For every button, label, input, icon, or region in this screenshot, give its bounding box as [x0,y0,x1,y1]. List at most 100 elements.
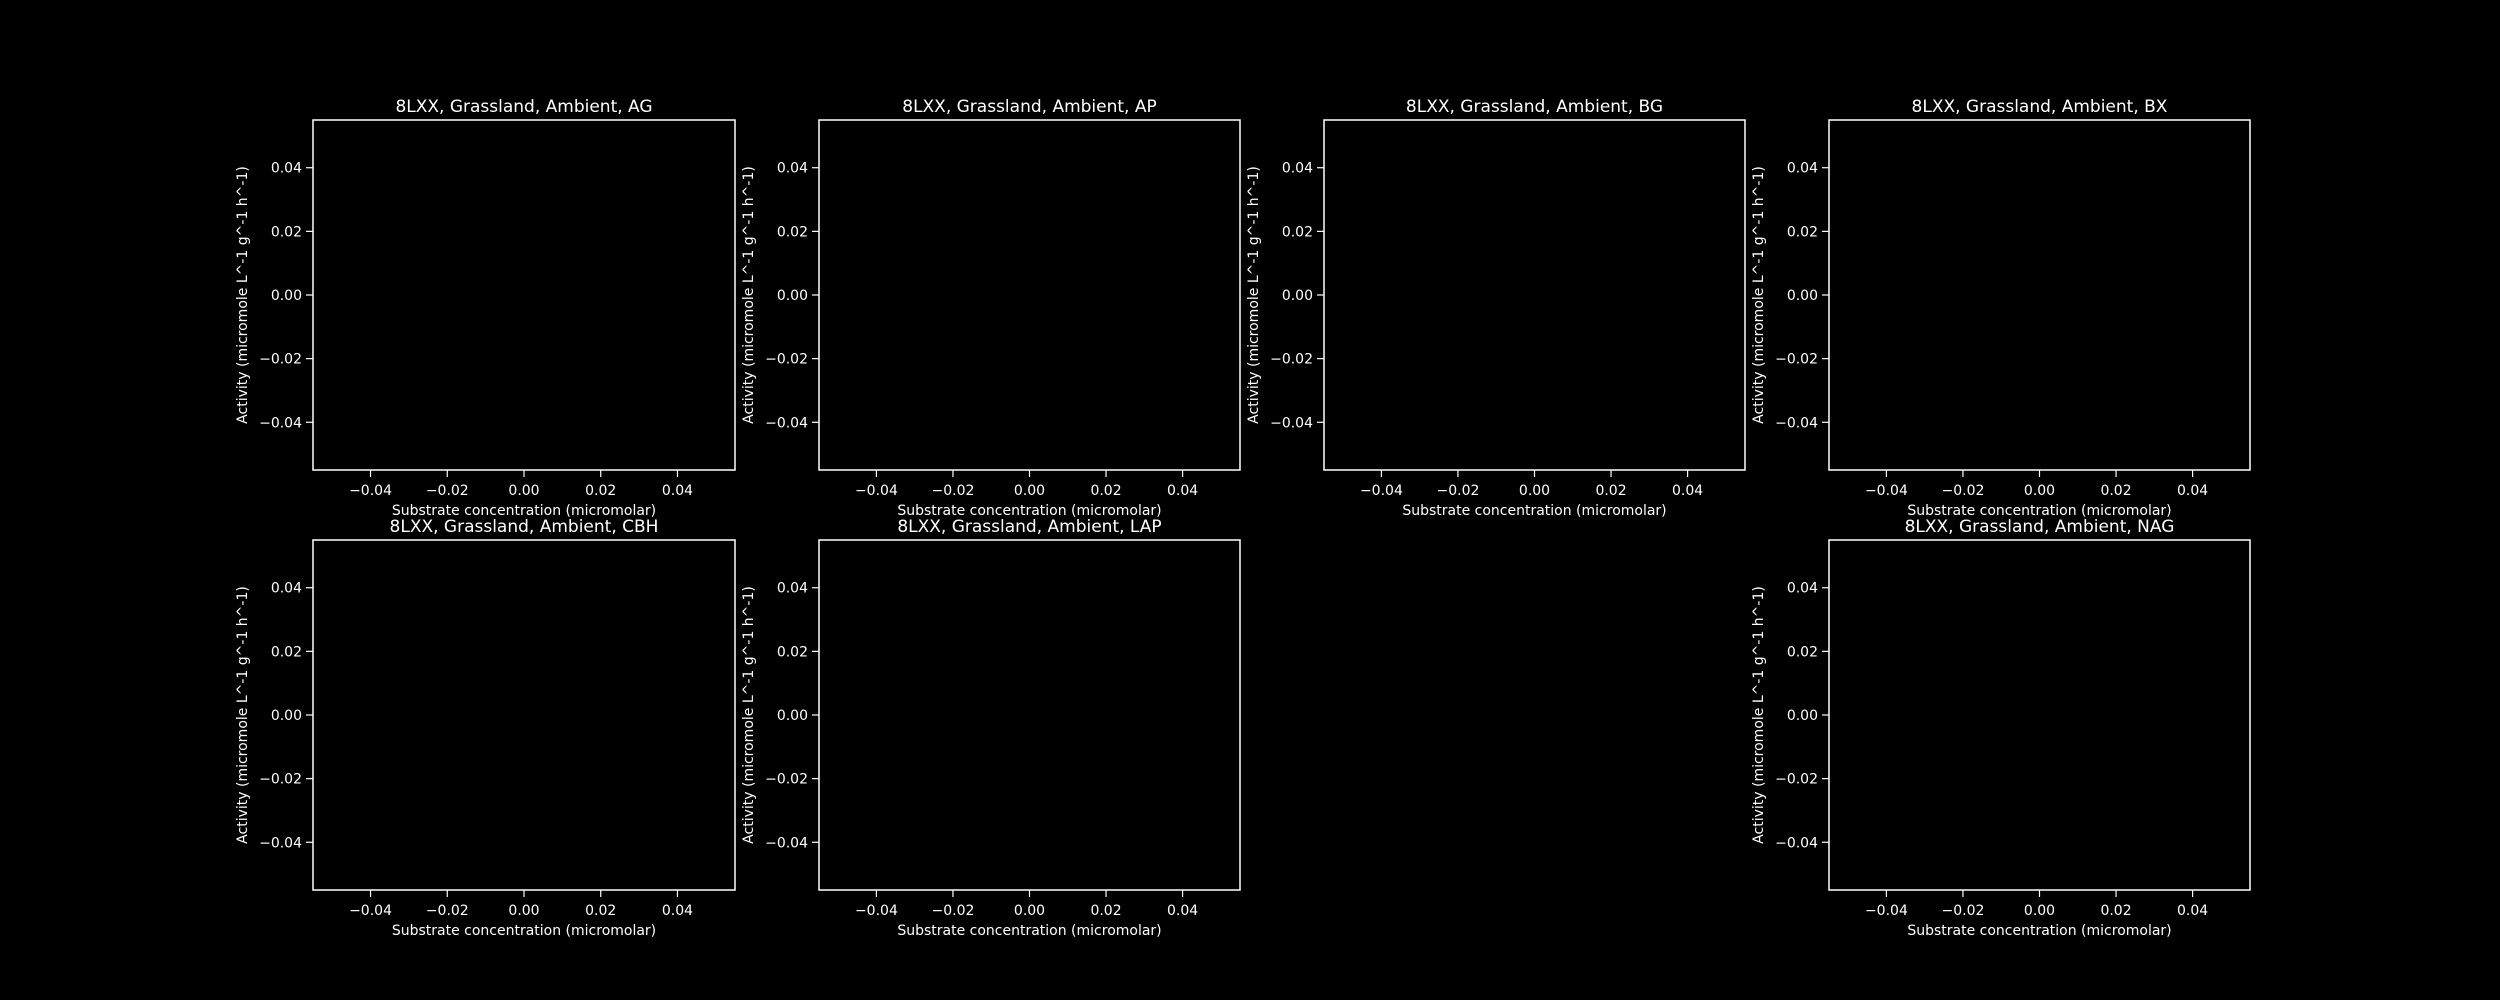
y-tick-label: −0.04 [765,415,808,431]
y-tick-label: 0.02 [1787,224,1818,240]
subplot-3: 8LXX, Grassland, Ambient, BG −0.04 −0.02 0.… [1246,97,1746,519]
y-tick-label: 0.02 [1282,224,1313,240]
x-tick-label: 0.00 [508,903,539,919]
x-tick-label: −0.02 [1437,483,1480,499]
subplot-7: 8LXX, Grassland, Ambient, NAG −0.04 −0.02 0… [1751,517,2251,939]
y-tick-label: 0.02 [1787,644,1818,660]
y-tick-label: −0.02 [259,352,302,368]
y-tick-label: −0.04 [1775,835,1818,851]
subplot-title: 8LXX, Grassland, Ambient, NAG [1905,517,2175,537]
y-tick-label: 0.00 [1787,288,1818,304]
y-axis-label: Activity (micromole L^-1 g^-1 h^-1) [235,166,251,424]
x-axis-label: Substrate concentration (micromolar) [1907,923,2171,939]
subplot-title: 8LXX, Grassland, Ambient, LAP [897,517,1161,537]
y-tick-label: 0.04 [1787,581,1818,597]
x-tick-label: 0.04 [662,903,693,919]
x-tick-label: −0.02 [1942,903,1985,919]
y-tick-label: −0.04 [1270,415,1313,431]
x-tick-label: 0.04 [662,483,693,499]
y-tick-label: 0.04 [1787,161,1818,177]
x-axis-label: Substrate concentration (micromolar) [1402,503,1666,519]
y-tick-label: 0.04 [271,161,302,177]
x-tick-label: −0.04 [1865,903,1908,919]
subplot-title: 8LXX, Grassland, Ambient, AG [395,97,652,117]
y-tick-label: −0.02 [1270,352,1313,368]
x-tick-label: 0.00 [2024,483,2055,499]
x-tick-label: 0.02 [1090,903,1121,919]
x-tick-label: 0.02 [2100,483,2131,499]
subplot-title: 8LXX, Grassland, Ambient, CBH [390,517,659,537]
x-tick-label: 0.00 [1519,483,1550,499]
subplot-6: 8LXX, Grassland, Ambient, LAP −0.04 −0.02 0… [741,517,1241,939]
x-tick-label: 0.04 [1167,483,1198,499]
y-tick-label: 0.00 [1282,288,1313,304]
x-tick-label: −0.02 [426,903,469,919]
y-tick-label: −0.02 [259,772,302,788]
y-tick-label: −0.04 [259,415,302,431]
x-tick-label: −0.02 [1942,483,1985,499]
x-tick-label: 0.04 [2177,903,2208,919]
y-tick-label: −0.02 [1775,352,1818,368]
subplot-title: 8LXX, Grassland, Ambient, BG [1406,97,1663,117]
x-tick-label: 0.00 [1014,903,1045,919]
y-tick-label: 0.00 [271,288,302,304]
x-tick-label: 0.02 [1595,483,1626,499]
y-tick-label: 0.04 [271,581,302,597]
subplot-5: 8LXX, Grassland, Ambient, CBH −0.04 −0.02 0… [235,517,736,939]
y-tick-label: 0.02 [271,224,302,240]
x-axis-label: Substrate concentration (micromolar) [897,503,1161,519]
x-axis-label: Substrate concentration (micromolar) [392,503,656,519]
y-tick-label: −0.02 [765,772,808,788]
y-tick-label: 0.02 [777,224,808,240]
x-tick-label: −0.04 [1865,483,1908,499]
x-tick-label: −0.02 [932,483,975,499]
subplot-title: 8LXX, Grassland, Ambient, BX [1912,97,2168,117]
x-tick-label: −0.02 [426,483,469,499]
subplot-2: 8LXX, Grassland, Ambient, AP −0.04 −0.02 0.… [741,97,1241,519]
y-tick-label: 0.04 [1282,161,1313,177]
y-tick-label: 0.02 [777,644,808,660]
y-tick-label: 0.00 [271,708,302,724]
x-tick-label: −0.04 [855,483,898,499]
x-axis-label: Substrate concentration (micromolar) [897,923,1161,939]
x-tick-label: 0.00 [2024,903,2055,919]
x-tick-label: 0.00 [508,483,539,499]
subplot-1: 8LXX, Grassland, Ambient, AG −0.04 −0.02 0.… [235,97,736,519]
y-tick-label: −0.04 [1775,415,1818,431]
x-tick-label: 0.02 [585,903,616,919]
y-axis-label: Activity (micromole L^-1 g^-1 h^-1) [1751,166,1767,424]
x-tick-label: −0.02 [932,903,975,919]
y-tick-label: −0.04 [259,835,302,851]
x-tick-label: −0.04 [855,903,898,919]
y-axis-label: Activity (micromole L^-1 g^-1 h^-1) [1751,586,1767,844]
x-tick-label: 0.02 [1090,483,1121,499]
y-axis-label: Activity (micromole L^-1 g^-1 h^-1) [741,166,757,424]
x-axis-label: Substrate concentration (micromolar) [1907,503,2171,519]
x-tick-label: −0.04 [349,483,392,499]
y-tick-label: 0.00 [777,288,808,304]
x-axis-label: Substrate concentration (micromolar) [392,923,656,939]
y-tick-label: −0.04 [765,835,808,851]
x-tick-label: 0.02 [2100,903,2131,919]
y-tick-label: 0.04 [777,161,808,177]
y-tick-label: −0.02 [1775,772,1818,788]
y-axis-label: Activity (micromole L^-1 g^-1 h^-1) [235,586,251,844]
x-tick-label: −0.04 [1360,483,1403,499]
x-tick-label: 0.02 [585,483,616,499]
x-tick-label: −0.04 [349,903,392,919]
y-tick-label: 0.00 [777,708,808,724]
y-tick-label: 0.02 [271,644,302,660]
y-tick-label: −0.02 [765,352,808,368]
x-tick-label: 0.04 [2177,483,2208,499]
subplot-4: 8LXX, Grassland, Ambient, BX −0.04 −0.02 0.… [1751,97,2251,519]
y-tick-label: 0.00 [1787,708,1818,724]
y-axis-label: Activity (micromole L^-1 g^-1 h^-1) [1246,166,1262,424]
y-axis-label: Activity (micromole L^-1 g^-1 h^-1) [741,586,757,844]
x-tick-label: 0.00 [1014,483,1045,499]
y-tick-label: 0.04 [777,581,808,597]
x-tick-label: 0.04 [1167,903,1198,919]
x-tick-label: 0.04 [1672,483,1703,499]
subplot-title: 8LXX, Grassland, Ambient, AP [902,97,1157,117]
